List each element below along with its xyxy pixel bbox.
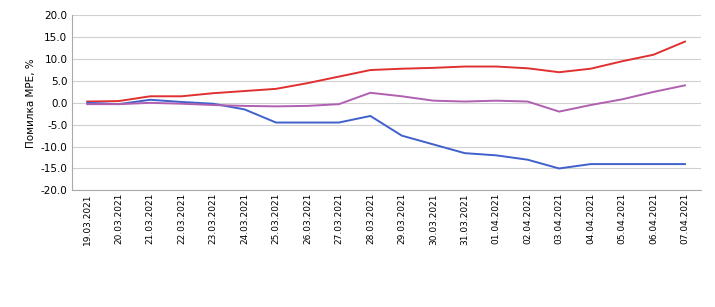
- Агрегований: [618, 98, 626, 101]
- C1: [366, 68, 375, 72]
- Агрегований: [335, 102, 343, 106]
- C2: [114, 102, 123, 106]
- Агрегований: [492, 99, 500, 103]
- C2: [649, 162, 658, 166]
- C1: [586, 67, 595, 71]
- C1: [335, 75, 343, 79]
- C2: [146, 98, 154, 102]
- C2: [429, 142, 438, 146]
- C1: [209, 91, 217, 95]
- Агрегований: [681, 84, 689, 87]
- Line: Агрегований: Агрегований: [87, 85, 685, 112]
- C1: [272, 87, 280, 91]
- C1: [555, 70, 563, 74]
- C2: [618, 162, 626, 166]
- C1: [114, 99, 123, 103]
- Line: C2: C2: [87, 100, 685, 169]
- C2: [681, 162, 689, 166]
- C2: [83, 101, 92, 105]
- C1: [618, 60, 626, 63]
- Агрегований: [177, 102, 186, 106]
- Line: C1: C1: [87, 42, 685, 102]
- C2: [303, 121, 312, 124]
- Агрегований: [272, 104, 280, 108]
- Агрегований: [146, 101, 154, 105]
- C2: [366, 114, 375, 118]
- C1: [146, 95, 154, 98]
- C2: [398, 134, 406, 138]
- Агрегований: [460, 100, 469, 103]
- Агрегований: [114, 102, 123, 106]
- Агрегований: [303, 104, 312, 108]
- C1: [460, 65, 469, 68]
- C2: [555, 167, 563, 170]
- C2: [586, 162, 595, 166]
- C2: [460, 151, 469, 155]
- C1: [303, 81, 312, 85]
- Агрегований: [209, 103, 217, 107]
- C2: [335, 121, 343, 124]
- C1: [177, 95, 186, 98]
- C1: [681, 40, 689, 44]
- C1: [83, 100, 92, 103]
- Агрегований: [649, 90, 658, 94]
- Агрегований: [523, 100, 532, 103]
- C1: [649, 53, 658, 56]
- C2: [177, 100, 186, 104]
- C1: [240, 89, 249, 93]
- Агрегований: [586, 103, 595, 107]
- C2: [272, 121, 280, 124]
- Агрегований: [429, 99, 438, 103]
- C1: [523, 66, 532, 70]
- C2: [240, 107, 249, 111]
- Агрегований: [398, 95, 406, 98]
- Y-axis label: Помилка MPE, %: Помилка MPE, %: [26, 58, 36, 148]
- C1: [492, 65, 500, 68]
- Агрегований: [83, 102, 92, 106]
- C2: [209, 102, 217, 106]
- C1: [429, 66, 438, 70]
- Агрегований: [366, 91, 375, 95]
- C1: [398, 67, 406, 71]
- C2: [492, 154, 500, 157]
- Агрегований: [240, 104, 249, 108]
- C2: [523, 158, 532, 161]
- Агрегований: [555, 110, 563, 114]
